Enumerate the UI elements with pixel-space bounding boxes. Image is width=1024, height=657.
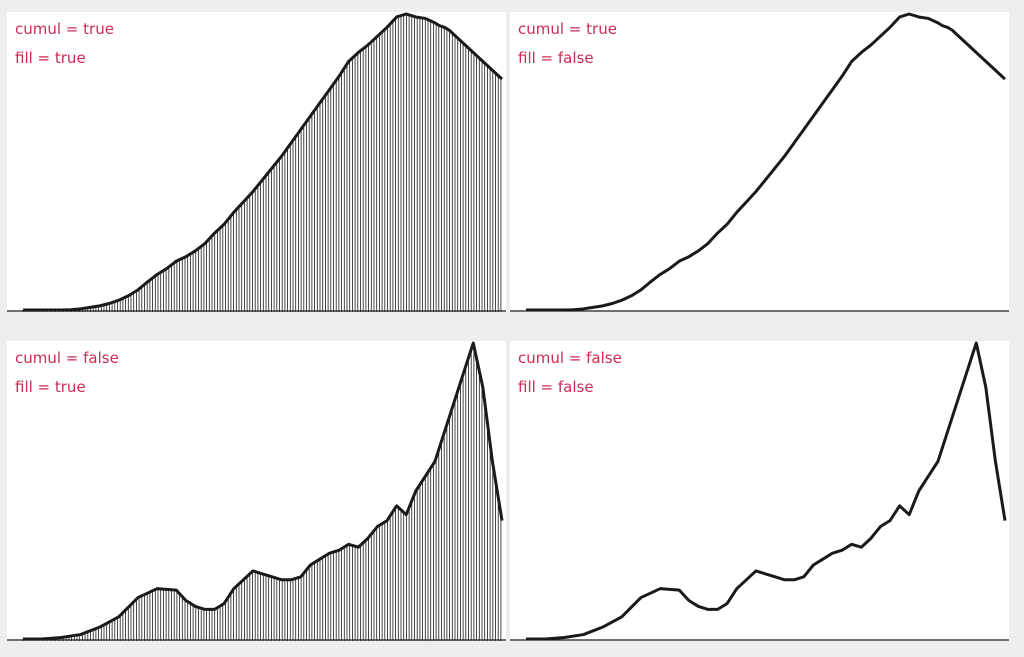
series-line: [526, 341, 1007, 641]
histogram-bars: [22, 345, 502, 641]
label-fill: fill = false: [518, 378, 594, 396]
series-line: [23, 12, 504, 312]
label-fill: fill = false: [518, 49, 594, 67]
chart-panel-nocumul-nofill: cumul = false fill = false: [510, 341, 1009, 641]
label-cumul: cumul = false: [518, 349, 622, 367]
label-cumul: cumul = false: [15, 349, 119, 367]
chart-svg: [510, 12, 1009, 312]
chart-panel-cumul-nofill: cumul = true fill = false: [510, 12, 1009, 312]
chart-panel-nocumul-fill: cumul = false fill = true: [7, 341, 506, 641]
chart-svg: [7, 12, 506, 312]
series-line: [23, 341, 504, 641]
chart-panel-cumul-fill: cumul = true fill = true: [7, 12, 506, 312]
label-cumul: cumul = true: [15, 20, 114, 38]
label-cumul: cumul = true: [518, 20, 617, 38]
series-line: [526, 12, 1007, 312]
label-fill: fill = true: [15, 49, 86, 67]
chart-svg: [510, 341, 1009, 641]
histogram-bars: [22, 14, 502, 312]
label-fill: fill = true: [15, 378, 86, 396]
chart-svg: [7, 341, 506, 641]
